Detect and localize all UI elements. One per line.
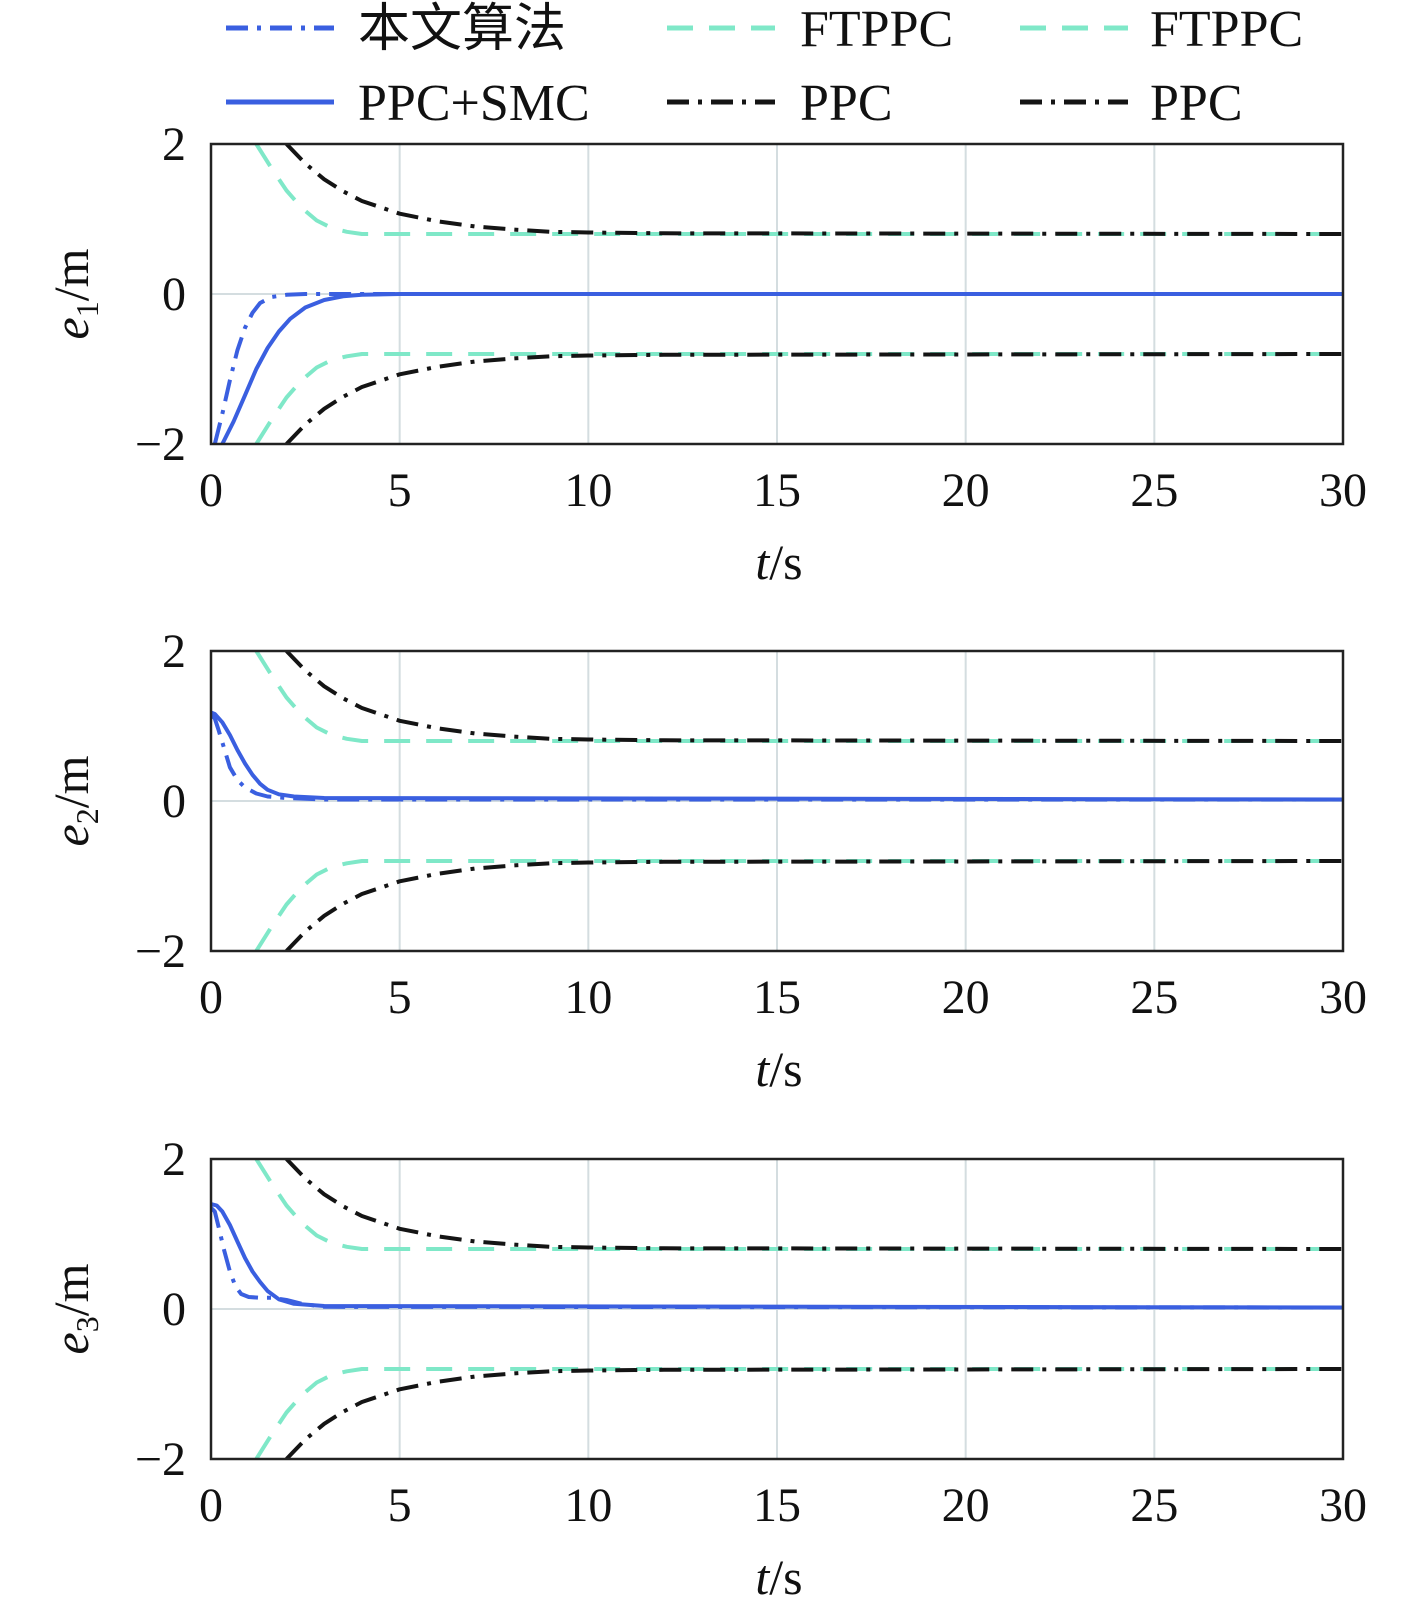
y-tick-label: 0 (162, 775, 186, 828)
y-axis-label: e3/m (43, 1263, 105, 1354)
x-tick-label: 30 (1319, 971, 1367, 1024)
y-tick-label: 2 (162, 1133, 186, 1186)
legend-entry: PPC (1020, 75, 1243, 132)
x-axis-unit: /s (769, 1041, 802, 1097)
y-tick-label: 0 (162, 1283, 186, 1336)
y-tick-label: 0 (162, 268, 186, 321)
legend-label: FTPPC (800, 1, 953, 58)
series-line (254, 144, 1343, 236)
x-axis-label: t/s (755, 534, 802, 590)
y-axis-sub: 3 (69, 1316, 105, 1332)
series-line (285, 859, 1343, 951)
y-tick-label: 2 (162, 625, 186, 678)
x-tick-label: 30 (1319, 1479, 1367, 1532)
x-axis-label: t/s (755, 1549, 802, 1598)
series-line (220, 292, 1343, 444)
x-tick-label: 10 (564, 1479, 612, 1532)
y-axis-unit: /m (43, 755, 99, 808)
x-axis-var: t (755, 1549, 770, 1598)
y-tick-label: −2 (135, 925, 186, 978)
x-tick-label: 15 (753, 971, 801, 1024)
legend: 本文算法 FTPPC FTPPC PPC+SMC PPC PPC (226, 1, 1303, 132)
series-group (212, 144, 1343, 444)
series-group (211, 1159, 1343, 1459)
x-tick-label: 15 (753, 1479, 801, 1532)
series-line (212, 292, 1343, 444)
x-tick-label: 5 (388, 464, 412, 517)
x-axis-var: t (755, 534, 770, 590)
series-line (285, 144, 1343, 236)
legend-entry: 本文算法 (226, 1, 566, 58)
legend-label: 本文算法 (358, 1, 566, 58)
y-axis-var: e (43, 1332, 99, 1354)
series-line (254, 1159, 1343, 1251)
y-axis-sub: 2 (69, 808, 105, 824)
y-axis-unit: /m (43, 248, 99, 301)
series-line (285, 1367, 1343, 1459)
x-tick-label: 25 (1130, 1479, 1178, 1532)
legend-label: PPC+SMC (358, 75, 590, 132)
x-tick-label: 0 (199, 971, 223, 1024)
legend-entry: PPC+SMC (226, 75, 590, 132)
axes-frame (209, 142, 1345, 446)
legend-entry: FTPPC (667, 1, 953, 58)
x-tick-label: 20 (942, 464, 990, 517)
x-tick-label: 25 (1130, 464, 1178, 517)
legend-entry: FTPPC (1020, 1, 1303, 58)
x-tick-label: 20 (942, 1479, 990, 1532)
series-line (254, 651, 1343, 743)
x-tick-label: 5 (388, 971, 412, 1024)
y-axis-unit: /m (43, 1263, 99, 1316)
legend-label: FTPPC (1150, 1, 1303, 58)
legend-entry: PPC (667, 75, 893, 132)
x-axis-unit: /s (769, 534, 802, 590)
axes-frame (209, 649, 1345, 953)
legend-label: PPC (1150, 75, 1243, 132)
series-line (285, 352, 1343, 444)
x-axis-var: t (755, 1041, 770, 1097)
y-axis-var: e (43, 317, 99, 339)
x-axis-unit: /s (769, 1549, 802, 1598)
x-tick-label: 10 (564, 464, 612, 517)
x-tick-label: 30 (1319, 464, 1367, 517)
x-tick-label: 20 (942, 971, 990, 1024)
y-tick-label: −2 (135, 1433, 186, 1486)
series-line (211, 1202, 1343, 1310)
series-line (211, 713, 1343, 802)
x-tick-label: 5 (388, 1479, 412, 1532)
x-tick-label: 10 (564, 971, 612, 1024)
axes-frame (209, 1157, 1345, 1461)
x-axis-label: t/s (755, 1041, 802, 1097)
series-line (254, 352, 1343, 444)
y-axis-var: e (43, 824, 99, 846)
x-tick-label: 15 (753, 464, 801, 517)
series-line (254, 859, 1343, 951)
y-tick-label: −2 (135, 418, 186, 471)
y-axis-label: e1/m (43, 248, 105, 339)
y-axis-sub: 1 (69, 301, 105, 317)
y-tick-label: 2 (162, 118, 186, 171)
legend-label: PPC (800, 75, 893, 132)
y-axis-label: e2/m (43, 755, 105, 846)
series-line (254, 1367, 1343, 1459)
series-line (285, 651, 1343, 743)
series-line (211, 710, 1343, 802)
x-tick-label: 0 (199, 464, 223, 517)
series-line (285, 1159, 1343, 1251)
x-tick-label: 25 (1130, 971, 1178, 1024)
x-tick-label: 0 (199, 1479, 223, 1532)
series-group (211, 651, 1343, 951)
